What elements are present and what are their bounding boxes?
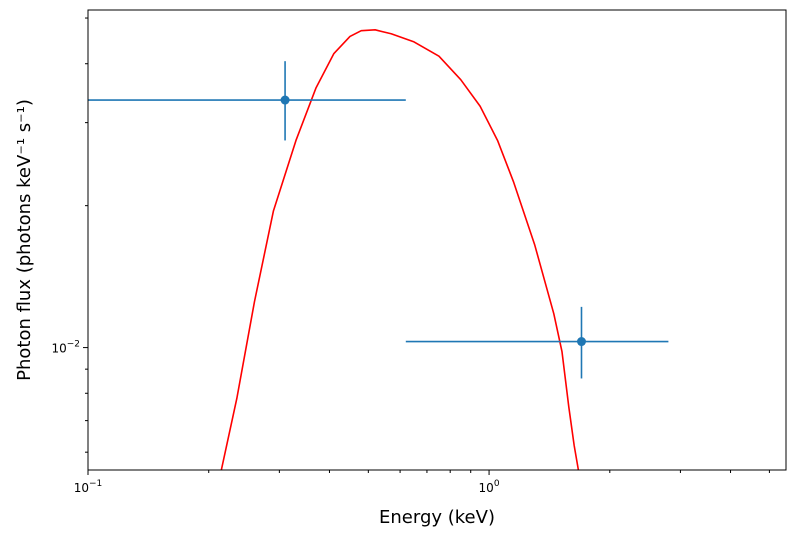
data-point-marker	[280, 95, 290, 105]
model-curve-line	[220, 29, 580, 470]
y-tick-label: 10−2	[51, 340, 80, 356]
data-point-group-1	[88, 61, 406, 141]
y-axis-label: Photon flux (photons keV⁻¹ s⁻¹)	[14, 99, 35, 381]
tick-label-exponent: −1	[89, 479, 102, 489]
data-point-group-2	[405, 306, 669, 379]
plot-frame	[87, 9, 787, 471]
x-tick-label: 100	[479, 479, 500, 495]
x-axis-label: Energy (keV)	[379, 507, 495, 528]
tick-label-base: 10	[51, 342, 66, 356]
tick-label-exponent: −2	[67, 340, 80, 350]
plot-layer	[88, 29, 669, 470]
plot-area	[88, 29, 669, 470]
tick-label-base: 10	[479, 481, 494, 495]
x-tick-label: 10−1	[74, 479, 103, 495]
tick-label-exponent: 0	[494, 479, 500, 489]
data-point-marker	[576, 337, 586, 347]
tick-label-base: 10	[74, 481, 89, 495]
